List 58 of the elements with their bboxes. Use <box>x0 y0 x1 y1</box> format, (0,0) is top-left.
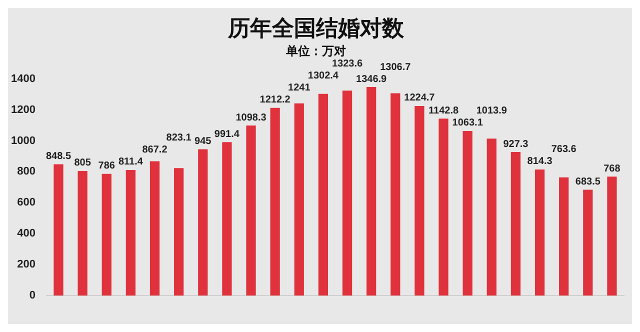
data-label: 1013.9 <box>476 106 508 117</box>
data-label: 823.1 <box>166 132 192 144</box>
y-tick-label: 600 <box>17 196 36 209</box>
data-label: 867.2 <box>142 144 168 156</box>
bar <box>366 87 376 296</box>
data-label: 1212.2 <box>260 94 291 106</box>
bar <box>559 177 569 296</box>
chart-title: 历年全国结婚对数 <box>227 15 405 40</box>
bar <box>78 170 88 296</box>
y-tick-label: 1000 <box>10 134 36 147</box>
data-label: 763.6 <box>551 144 577 156</box>
data-label: 1302.4 <box>308 70 339 82</box>
y-tick-label: 1400 <box>10 72 36 85</box>
data-label: 811.4 <box>118 156 144 168</box>
chart-subtitle: 单位：万对 <box>285 44 346 58</box>
bar <box>342 90 352 296</box>
bar <box>126 170 136 296</box>
data-label: 945 <box>194 136 212 148</box>
bar <box>222 142 232 296</box>
data-label: 1306.7 <box>380 62 412 73</box>
data-label: 1098.3 <box>236 112 267 124</box>
data-label: 683.5 <box>575 176 601 188</box>
bar <box>270 108 280 296</box>
bar <box>54 164 64 296</box>
bar <box>294 103 304 296</box>
bar <box>607 176 617 296</box>
data-label: 1241 <box>288 82 311 94</box>
data-label: 1063.1 <box>452 118 484 129</box>
data-label: 1346.9 <box>356 74 388 85</box>
bar <box>174 168 184 296</box>
data-label: 927.3 <box>503 138 529 150</box>
data-label: 1323.6 <box>332 58 363 70</box>
bar <box>318 94 328 296</box>
bar <box>390 93 400 296</box>
bar <box>246 126 256 296</box>
bar <box>414 106 424 296</box>
bar <box>486 138 496 296</box>
data-label: 991.4 <box>214 128 240 140</box>
bar <box>462 130 472 296</box>
y-tick-label: 200 <box>17 258 36 271</box>
y-tick-label: 400 <box>17 228 36 240</box>
data-label: 786 <box>98 160 116 172</box>
y-tick-label: 0 <box>29 290 36 302</box>
bar <box>198 149 208 296</box>
bar <box>102 174 112 296</box>
bar <box>150 161 160 296</box>
bar <box>438 118 448 296</box>
bar <box>583 190 593 296</box>
bar <box>510 152 521 296</box>
data-label: 805 <box>74 158 92 169</box>
data-label: 814.3 <box>527 156 553 168</box>
data-label: 768 <box>604 163 621 174</box>
data-label: 1224.7 <box>404 92 436 104</box>
bar <box>534 170 545 296</box>
data-label: 1142.8 <box>428 105 459 116</box>
y-tick-label: 800 <box>17 166 36 178</box>
y-tick-label: 1200 <box>10 104 36 116</box>
data-label: 848.5 <box>46 150 72 162</box>
